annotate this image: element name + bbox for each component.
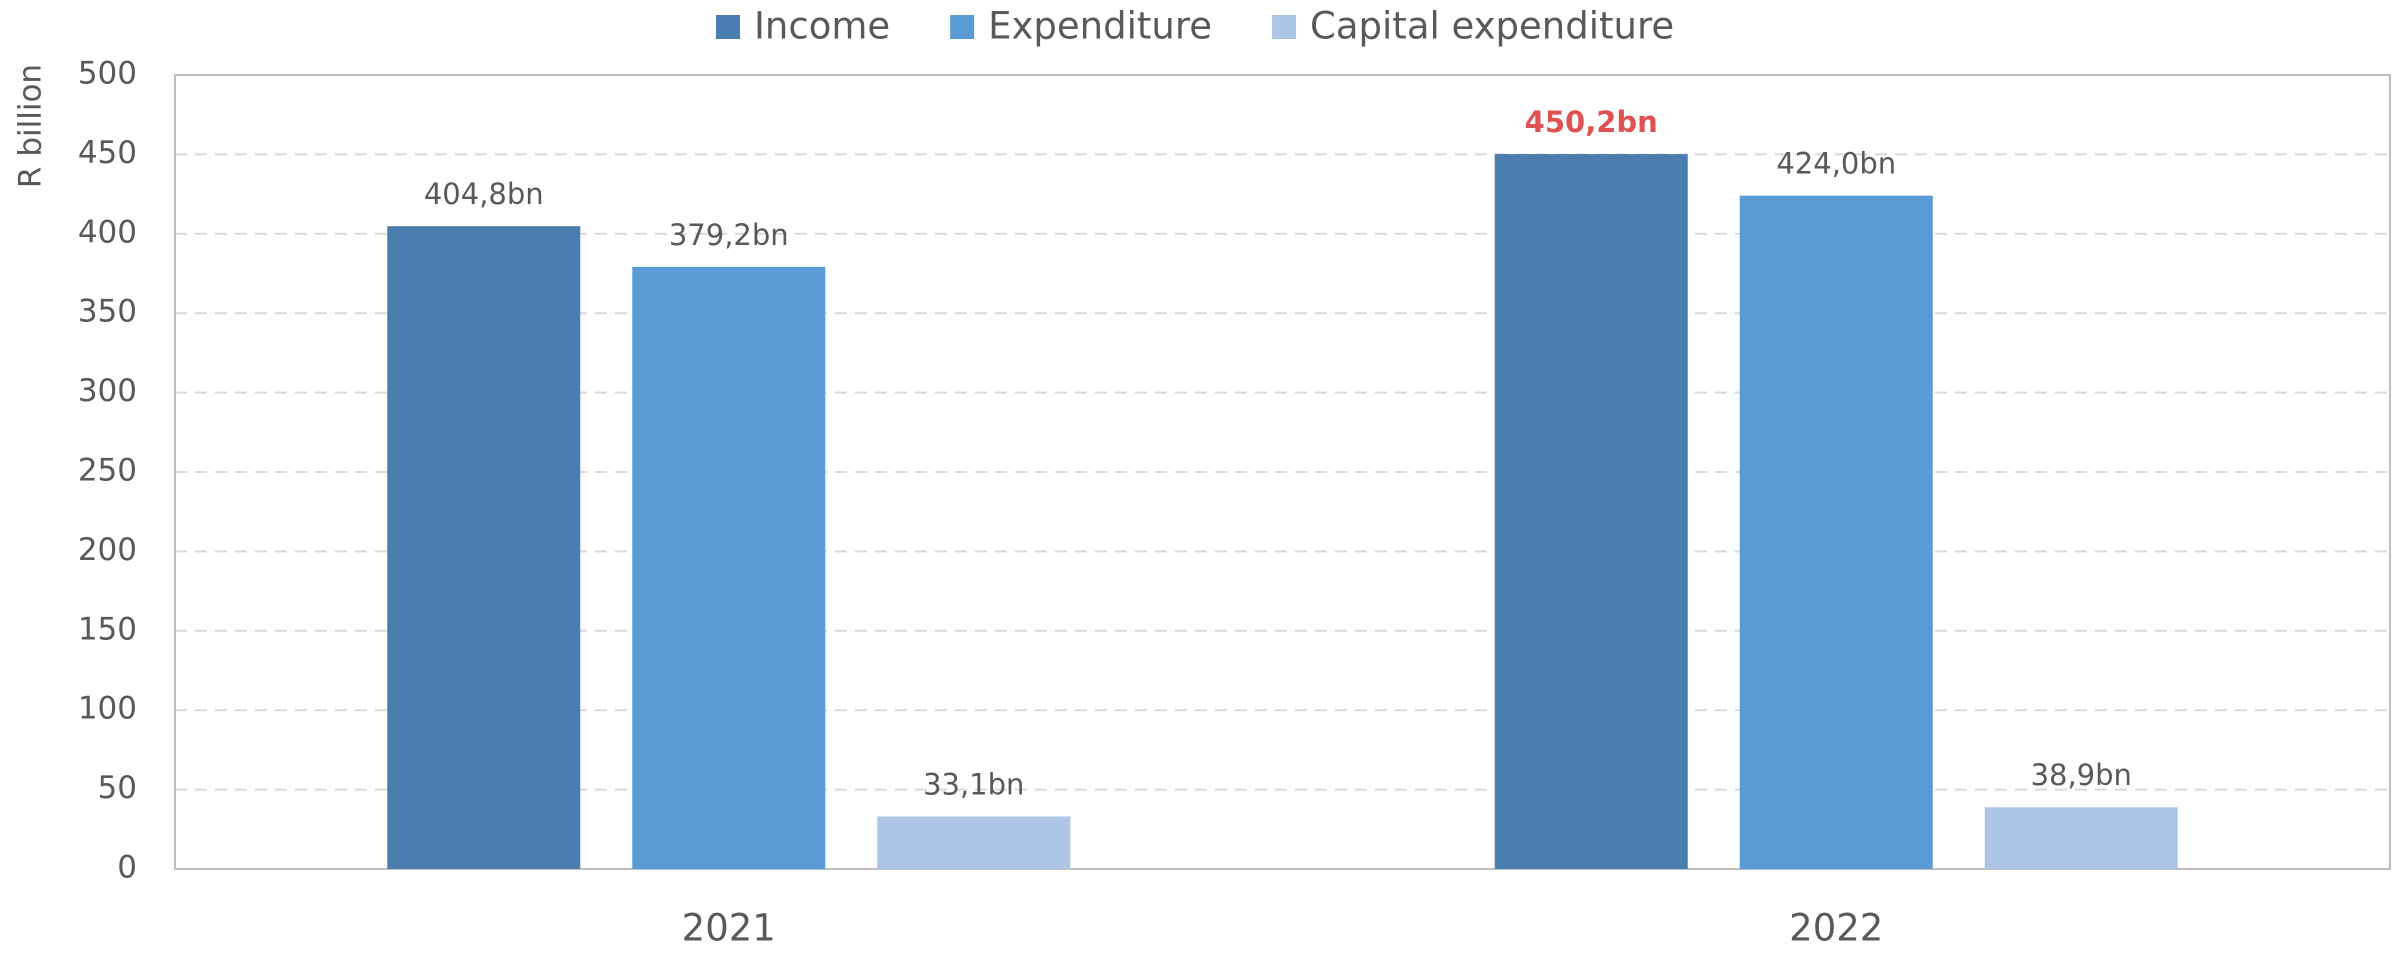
bar <box>387 226 581 869</box>
legend-label: Capital expenditure <box>1310 5 1674 48</box>
y-tick-label: 400 <box>78 214 137 250</box>
data-label: 379,2bn <box>669 218 789 252</box>
x-tick-label: 2021 <box>682 907 776 950</box>
legend-swatch <box>950 15 975 39</box>
legend-swatch <box>1272 15 1297 39</box>
legend-label: Income <box>754 5 890 48</box>
y-tick-label: 200 <box>78 532 137 568</box>
bar <box>1984 807 2178 869</box>
y-tick-label: 300 <box>78 373 137 409</box>
bar <box>877 816 1071 869</box>
legend-label: Expenditure <box>988 5 1212 48</box>
y-tick-label: 100 <box>78 691 137 727</box>
data-label: 450,2bn <box>1525 105 1658 139</box>
y-tick-label: 0 <box>117 850 137 886</box>
bar <box>632 266 826 869</box>
y-tick-label: 250 <box>78 453 137 489</box>
y-tick-label: 350 <box>78 294 137 330</box>
y-tick-label: 150 <box>78 611 137 647</box>
data-label: 424,0bn <box>1776 147 1896 181</box>
y-tick-label: 500 <box>78 56 137 92</box>
data-label: 33,1bn <box>923 767 1024 801</box>
plot-border <box>174 74 2391 870</box>
y-axis-label: R billion <box>13 64 49 188</box>
y-tick-label: 50 <box>98 770 137 806</box>
bar <box>1494 154 1688 869</box>
legend-swatch <box>716 15 740 39</box>
y-tick-label: 450 <box>78 135 137 171</box>
data-label: 38,9bn <box>2031 758 2132 792</box>
data-label: 404,8bn <box>424 177 544 211</box>
bar <box>1739 195 1933 870</box>
x-tick-label: 2022 <box>1789 907 1883 950</box>
